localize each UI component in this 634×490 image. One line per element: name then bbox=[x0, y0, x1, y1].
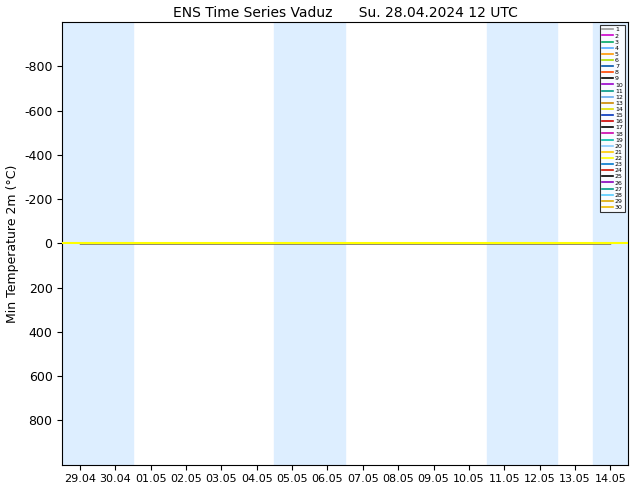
Bar bbox=[62, 22, 133, 465]
Title: ENS Time Series Vaduz      Su. 28.04.2024 12 UTC: ENS Time Series Vaduz Su. 28.04.2024 12 … bbox=[172, 5, 517, 20]
Legend: 1, 2, 3, 4, 5, 6, 7, 8, 9, 10, 11, 12, 13, 14, 15, 16, 17, 18, 19, 20, 21, 22, 2: 1, 2, 3, 4, 5, 6, 7, 8, 9, 10, 11, 12, 1… bbox=[600, 25, 624, 212]
Bar bbox=[486, 22, 557, 465]
Bar bbox=[593, 22, 628, 465]
Bar bbox=[275, 22, 345, 465]
Y-axis label: Min Temperature 2m (°C): Min Temperature 2m (°C) bbox=[6, 164, 18, 322]
